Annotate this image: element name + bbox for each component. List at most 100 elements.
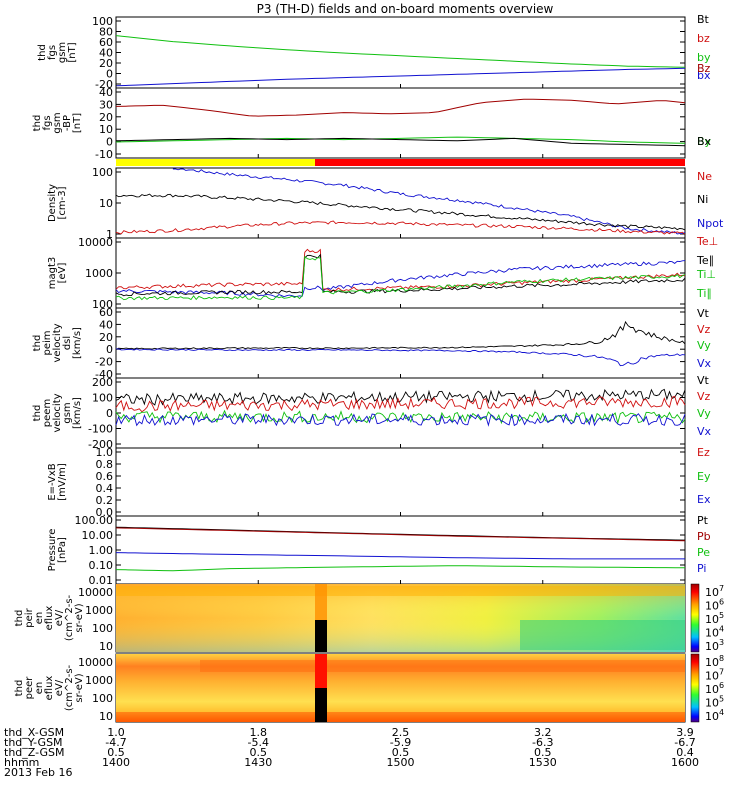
- footer-value: 3.9: [676, 726, 694, 739]
- series-Pt: [115, 526, 686, 541]
- footer-value: 0.5: [392, 746, 410, 759]
- ytick-label: 0.8: [96, 458, 114, 471]
- ylabel-line: velocity: [52, 323, 63, 362]
- ion-colorbar-scale: [690, 583, 700, 653]
- ylabel-line: eV/: [54, 679, 65, 696]
- electron-colorbar-scale: [690, 653, 700, 723]
- ytick-label: 10: [99, 197, 113, 210]
- footer-value: 1430: [244, 756, 272, 769]
- colorbar-tick-label: 106: [705, 681, 724, 696]
- ion-spectrogram: [116, 584, 685, 652]
- ytick-label: 100: [92, 692, 113, 705]
- electron-spectrogram-lowband: [116, 712, 685, 722]
- ytick-label: 40: [99, 86, 113, 99]
- ytick-label: 100: [92, 622, 113, 635]
- ylabel-line: en: [34, 682, 45, 695]
- legend-entry: bz: [697, 32, 710, 45]
- legend-entry: Vy: [697, 407, 711, 420]
- ylabel-line: peim: [42, 330, 53, 355]
- legend-entry: Pe: [697, 546, 710, 559]
- panel-frame: [115, 16, 686, 89]
- ion-spectrogram-hiflux-band: [116, 586, 685, 596]
- electron-spectrogram: [116, 654, 685, 722]
- ytick-label: 10.00: [82, 529, 114, 542]
- ion-spectrogram-gap: [315, 620, 327, 652]
- ytick-label: 1000: [85, 674, 113, 687]
- footer-value: -4.7: [105, 736, 126, 749]
- legend-entry: Pb: [697, 530, 711, 543]
- region-bar: [116, 159, 685, 166]
- ytick-label: 100.00: [75, 514, 114, 527]
- legend-entry: Ti⊥: [696, 268, 716, 281]
- legend-entry: by: [697, 51, 711, 64]
- footer-value: -6.7: [674, 736, 695, 749]
- ylabel-line: sr-eV): [74, 673, 85, 702]
- ylabel-line: magt3: [47, 257, 58, 290]
- series-Ni: [115, 193, 686, 231]
- legend-entry: Ez: [697, 446, 710, 459]
- ytick-label: 1: [106, 228, 113, 241]
- panel-6: 200 100 0 -100 -200 thd peem velocity gsm [km/s] V…: [32, 374, 712, 451]
- legend-entry: Ni: [697, 193, 708, 206]
- ytick-label: 10: [99, 123, 113, 136]
- ylabel-line: [eV]: [57, 263, 68, 284]
- ytick-label: -200: [88, 438, 113, 451]
- footer-value: -5.9: [390, 736, 411, 749]
- ytick-label: 1.0: [96, 446, 114, 459]
- ytick-label: 0: [106, 68, 113, 81]
- legend-entry: Vz: [697, 390, 711, 403]
- legend-entry: Pi: [697, 562, 706, 575]
- legend-entry: Ti∥: [696, 287, 712, 300]
- panel-frame: [115, 515, 686, 585]
- region-bar-yellow: [116, 159, 315, 166]
- ylabel-line: eflux: [44, 676, 55, 701]
- footer: 2013 Feb 16 thd_X-GSM 1.0 1.8 2.5 3.2 3.9 thd_…: [4, 726, 699, 779]
- colorbar-tick-label: 105: [705, 695, 724, 710]
- footer-value: 1530: [529, 756, 557, 769]
- ytick-label: 10000: [78, 236, 113, 249]
- ytick-label: 0: [106, 136, 113, 149]
- ylabel-line: fgs: [42, 115, 53, 130]
- ytick-label: 60: [99, 306, 113, 319]
- ytick-label: 40: [99, 318, 113, 331]
- colorbar-tick-label: 103: [705, 638, 724, 653]
- ytick-label: 0.10: [89, 559, 114, 572]
- ytick-label: 100: [92, 15, 113, 28]
- legend-entry: bx: [697, 69, 711, 82]
- panel-frame: [115, 87, 686, 159]
- panel-7: 1.00.80.60.40.20.0 E=-VxB [mV/m] Ez Ey Ex: [47, 446, 711, 519]
- ylabel-line: thd: [32, 405, 43, 422]
- ylabel-line: [nT]: [72, 113, 83, 133]
- series-Vt: [115, 388, 686, 406]
- series-Bx: [115, 137, 686, 147]
- legend-entry: Te∥: [696, 254, 714, 267]
- ytick-label: 100: [92, 166, 113, 179]
- legend-entry: Ex: [697, 493, 711, 506]
- ylabel-line: dsl: [62, 336, 73, 350]
- colorbar-tick-label: 106: [705, 598, 724, 613]
- series-By: [115, 136, 686, 144]
- series-Te∥: [115, 253, 686, 297]
- ylabel-line: en: [34, 612, 45, 625]
- footer-row-label: thd_Y-GSM: [4, 736, 63, 749]
- electron-colorbar: [690, 653, 700, 723]
- ylabel-line: [cm-3]: [57, 186, 68, 219]
- colorbar-tick-label: 104: [705, 708, 724, 723]
- footer-value: -6.3: [532, 736, 553, 749]
- ytick-label: 0.4: [96, 482, 114, 495]
- ylabel-line: -BP: [62, 115, 73, 131]
- footer-value: 1600: [671, 756, 699, 769]
- ylabel-line: gsm: [62, 402, 73, 423]
- legend-entry: Pt: [697, 514, 709, 527]
- legend-entry: Bx: [697, 135, 712, 148]
- ylabel-line: (cm^2-s-: [64, 594, 75, 641]
- ylabel-line: Density: [47, 184, 58, 222]
- ylabel-line: [mV/m]: [57, 463, 68, 501]
- ylabel-line: peer: [24, 676, 35, 700]
- series-Vx: [115, 412, 686, 427]
- ytick-label: -20: [95, 78, 113, 91]
- ylabel-line: thd: [32, 335, 43, 352]
- ytick-label: 0.2: [96, 494, 114, 507]
- ylabel-line: E=-VxB: [47, 463, 58, 500]
